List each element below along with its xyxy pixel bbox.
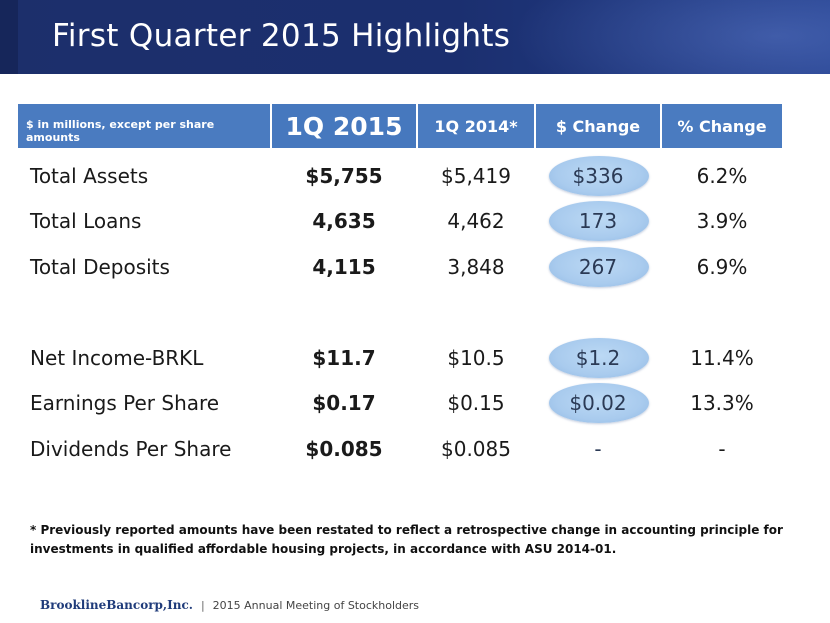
value-percent-change: - <box>718 437 726 461</box>
value-1q-2014: $10.5 <box>447 346 505 370</box>
header-percent-change: % Change <box>662 104 782 148</box>
value-1q-2015: 4,635 <box>312 209 376 233</box>
value-dollar-change: - <box>594 437 602 461</box>
table-row: Total Deposits 4,115 3,848 267 6.9% <box>18 247 782 287</box>
footer-separator: | <box>200 598 205 612</box>
table-row: Net Income-BRKL $11.7 $10.5 $1.2 11.4% <box>18 338 782 378</box>
table-row: Dividends Per Share $0.085 $0.085 - - <box>18 429 782 469</box>
value-percent-change: 3.9% <box>696 209 748 233</box>
highlight-oval <box>549 247 649 287</box>
value-dollar-change: $1.2 <box>575 346 621 370</box>
value-percent-change: 6.9% <box>696 255 748 279</box>
value-dollar-change: $0.02 <box>569 391 627 415</box>
units-note-header: $ in millions, except per share amounts <box>18 104 270 148</box>
value-1q-2015: $11.7 <box>312 346 376 370</box>
value-1q-2014: $0.085 <box>441 437 511 461</box>
header-1q-2015: 1Q 2015 <box>272 104 416 148</box>
table-row: Earnings Per Share $0.17 $0.15 $0.02 13.… <box>18 383 782 423</box>
event-name: 2015 Annual Meeting of Stockholders <box>212 598 420 612</box>
highlight-oval <box>549 156 649 196</box>
value-percent-change: 6.2% <box>696 164 748 188</box>
value-1q-2014: 4,462 <box>447 209 505 233</box>
row-label: Total Assets <box>30 164 149 188</box>
value-dollar-change: $336 <box>572 164 624 188</box>
value-1q-2014: $0.15 <box>447 391 505 415</box>
row-label: Net Income-BRKL <box>30 346 204 370</box>
value-percent-change: 13.3% <box>690 391 754 415</box>
value-percent-change: 11.4% <box>690 346 754 370</box>
title-bar: First Quarter 2015 Highlights <box>0 0 830 74</box>
value-1q-2015: $5,755 <box>305 164 383 188</box>
value-1q-2015: 4,115 <box>312 255 376 279</box>
restatement-footnote: * Previously reported amounts have been … <box>30 523 783 556</box>
highlight-oval <box>549 338 649 378</box>
value-1q-2015: $0.17 <box>312 391 376 415</box>
header-1q-2014: 1Q 2014* <box>418 104 534 148</box>
table-row: Total Loans 4,635 4,462 173 3.9% <box>18 201 782 241</box>
value-dollar-change: 267 <box>578 255 618 279</box>
title-bar-glow <box>510 0 830 74</box>
company-logo: BrooklineBancorp,Inc. <box>40 598 193 612</box>
value-1q-2015: $0.085 <box>305 437 383 461</box>
row-label: Total Loans <box>30 209 142 233</box>
value-1q-2014: $5,419 <box>441 164 511 188</box>
value-dollar-change: 173 <box>578 209 618 233</box>
highlight-oval <box>549 383 649 423</box>
header-dollar-change: $ Change <box>536 104 660 148</box>
row-label: Earnings Per Share <box>30 391 220 415</box>
slide-title: First Quarter 2015 Highlights <box>52 18 511 54</box>
value-1q-2014: 3,848 <box>447 255 505 279</box>
row-label: Total Deposits <box>30 255 170 279</box>
row-label: Dividends Per Share <box>30 437 232 461</box>
slide-footer: BrooklineBancorp,Inc. | 2015 Annual Meet… <box>40 595 419 615</box>
highlight-oval <box>549 201 649 241</box>
title-bar-accent <box>0 0 18 74</box>
table-row: Total Assets $5,755 $5,419 $336 6.2% <box>18 156 782 196</box>
